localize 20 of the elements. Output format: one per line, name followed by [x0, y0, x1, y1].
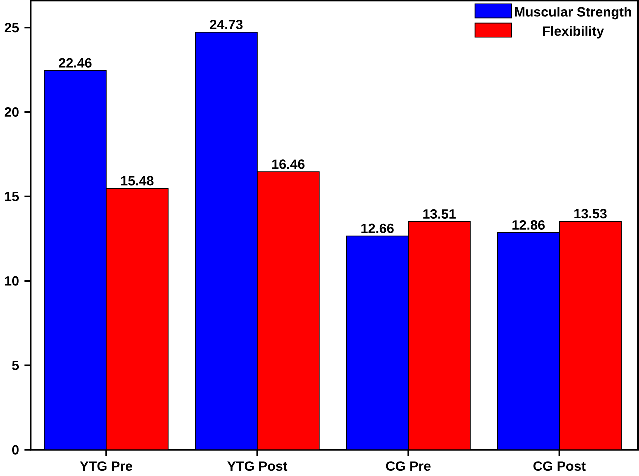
y-tick-label: 5 [12, 361, 20, 371]
x-tick-label: CG Pre [386, 462, 431, 472]
data-label: 15.48 [121, 176, 154, 186]
y-tick-label: 20 [4, 108, 19, 118]
data-label: 24.73 [210, 20, 243, 30]
x-tick-label: CG Post [534, 462, 586, 472]
data-label: 12.86 [512, 220, 545, 230]
data-label: 13.51 [424, 210, 456, 220]
legend-label: Flexibility [543, 26, 604, 39]
x-tick-label: YTG Post [228, 462, 288, 472]
data-label: 13.53 [574, 209, 607, 219]
data-label: 16.46 [272, 160, 305, 170]
x-tick-label: YTG Pre [80, 462, 132, 472]
y-tick-label: 25 [4, 23, 20, 33]
y-tick-label: 15 [5, 192, 20, 202]
legend-label: Muscular Strength [515, 7, 632, 20]
data-label: 12.66 [362, 224, 394, 234]
data-label: 22.46 [59, 58, 92, 68]
y-tick-label: 0 [12, 446, 19, 456]
y-tick-label: 10 [5, 276, 19, 286]
